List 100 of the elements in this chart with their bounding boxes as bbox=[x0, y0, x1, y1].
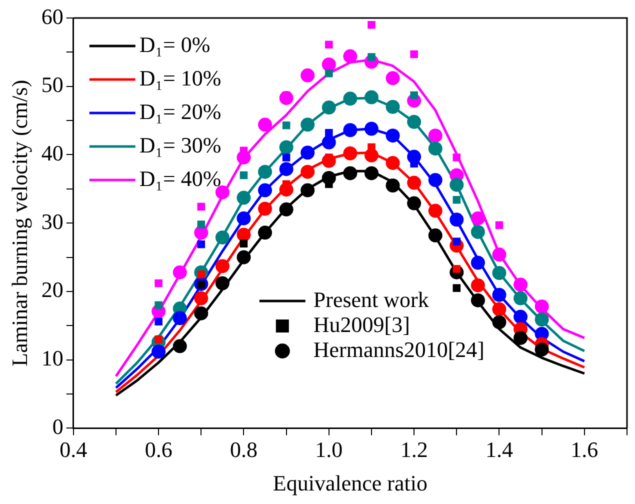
point bbox=[325, 40, 333, 49]
x-tick-label: 1.0 bbox=[315, 437, 343, 462]
point bbox=[258, 226, 272, 240]
point bbox=[322, 100, 336, 115]
point bbox=[492, 302, 506, 316]
point bbox=[534, 342, 549, 357]
point bbox=[452, 196, 461, 204]
point bbox=[410, 91, 418, 100]
point bbox=[343, 92, 358, 106]
point bbox=[407, 176, 422, 190]
y-tick-label: 60 bbox=[41, 4, 64, 29]
point bbox=[470, 278, 485, 292]
point bbox=[343, 146, 358, 160]
x-tick-label: 0.4 bbox=[60, 437, 88, 462]
point bbox=[452, 238, 461, 246]
point bbox=[470, 224, 485, 239]
y-tick-label: 40 bbox=[41, 140, 64, 166]
point bbox=[364, 90, 378, 104]
point bbox=[428, 173, 442, 188]
point bbox=[514, 278, 528, 292]
point bbox=[470, 293, 485, 308]
x-tick-label: 0.8 bbox=[230, 437, 258, 462]
point bbox=[240, 171, 248, 180]
point bbox=[279, 140, 294, 154]
point bbox=[154, 301, 162, 310]
legend-label: D₁= 20% bbox=[139, 98, 222, 124]
point bbox=[364, 166, 378, 180]
point bbox=[279, 202, 294, 216]
point bbox=[194, 291, 208, 306]
point bbox=[364, 122, 378, 136]
point bbox=[386, 100, 400, 114]
point bbox=[172, 311, 187, 326]
point bbox=[240, 240, 248, 248]
point bbox=[236, 211, 251, 226]
x-tick-label: 1.6 bbox=[570, 437, 598, 462]
point bbox=[215, 230, 230, 244]
y-axis-title: Laminar burning velocity (cm/s) bbox=[6, 80, 32, 366]
point bbox=[172, 339, 187, 354]
point bbox=[258, 202, 272, 216]
point bbox=[534, 312, 549, 326]
y-tick-label: 10 bbox=[41, 346, 64, 371]
point bbox=[325, 128, 333, 137]
point bbox=[258, 118, 272, 132]
point bbox=[514, 330, 528, 345]
point bbox=[470, 211, 485, 226]
point bbox=[368, 53, 376, 61]
point bbox=[279, 162, 294, 176]
point bbox=[407, 114, 422, 129]
point bbox=[450, 212, 464, 227]
point bbox=[343, 123, 358, 138]
point bbox=[172, 265, 187, 280]
point bbox=[300, 118, 315, 132]
legend-label: Hu2009[3] bbox=[313, 312, 410, 337]
legend-label: D₁= 10% bbox=[139, 65, 222, 90]
legend-label: Hermanns2010[24] bbox=[313, 336, 484, 362]
point bbox=[386, 156, 400, 170]
point bbox=[194, 306, 208, 320]
point bbox=[428, 142, 442, 156]
point bbox=[452, 154, 461, 162]
x-tick-label: 1.2 bbox=[400, 437, 428, 462]
point bbox=[282, 121, 290, 130]
point bbox=[492, 288, 506, 302]
point bbox=[197, 220, 206, 228]
point bbox=[410, 50, 418, 58]
point bbox=[470, 256, 485, 270]
point bbox=[368, 20, 376, 29]
point bbox=[343, 166, 358, 180]
legend-label: D₁= 30% bbox=[139, 132, 222, 158]
point bbox=[258, 164, 272, 179]
x-tick-label: 0.6 bbox=[144, 437, 172, 462]
point bbox=[258, 183, 272, 198]
point bbox=[386, 128, 400, 143]
point bbox=[322, 57, 336, 72]
point bbox=[300, 68, 315, 82]
point bbox=[495, 221, 504, 230]
point bbox=[215, 185, 230, 200]
point bbox=[197, 240, 206, 248]
legend-label: D₁= 40% bbox=[139, 166, 222, 191]
point bbox=[300, 146, 315, 160]
point bbox=[534, 300, 549, 314]
point bbox=[492, 315, 506, 330]
point bbox=[282, 154, 290, 162]
point bbox=[386, 71, 400, 86]
point bbox=[386, 178, 400, 192]
point bbox=[514, 310, 528, 324]
point bbox=[428, 128, 442, 143]
point bbox=[492, 248, 506, 262]
point bbox=[450, 178, 464, 192]
point bbox=[492, 266, 506, 280]
point bbox=[215, 259, 230, 274]
point bbox=[215, 276, 230, 290]
point bbox=[452, 284, 461, 292]
point bbox=[300, 164, 315, 179]
point bbox=[322, 135, 336, 150]
point bbox=[154, 279, 162, 288]
point bbox=[236, 250, 251, 264]
point bbox=[300, 183, 315, 198]
point bbox=[236, 190, 251, 205]
point bbox=[514, 291, 528, 306]
point bbox=[343, 49, 358, 64]
